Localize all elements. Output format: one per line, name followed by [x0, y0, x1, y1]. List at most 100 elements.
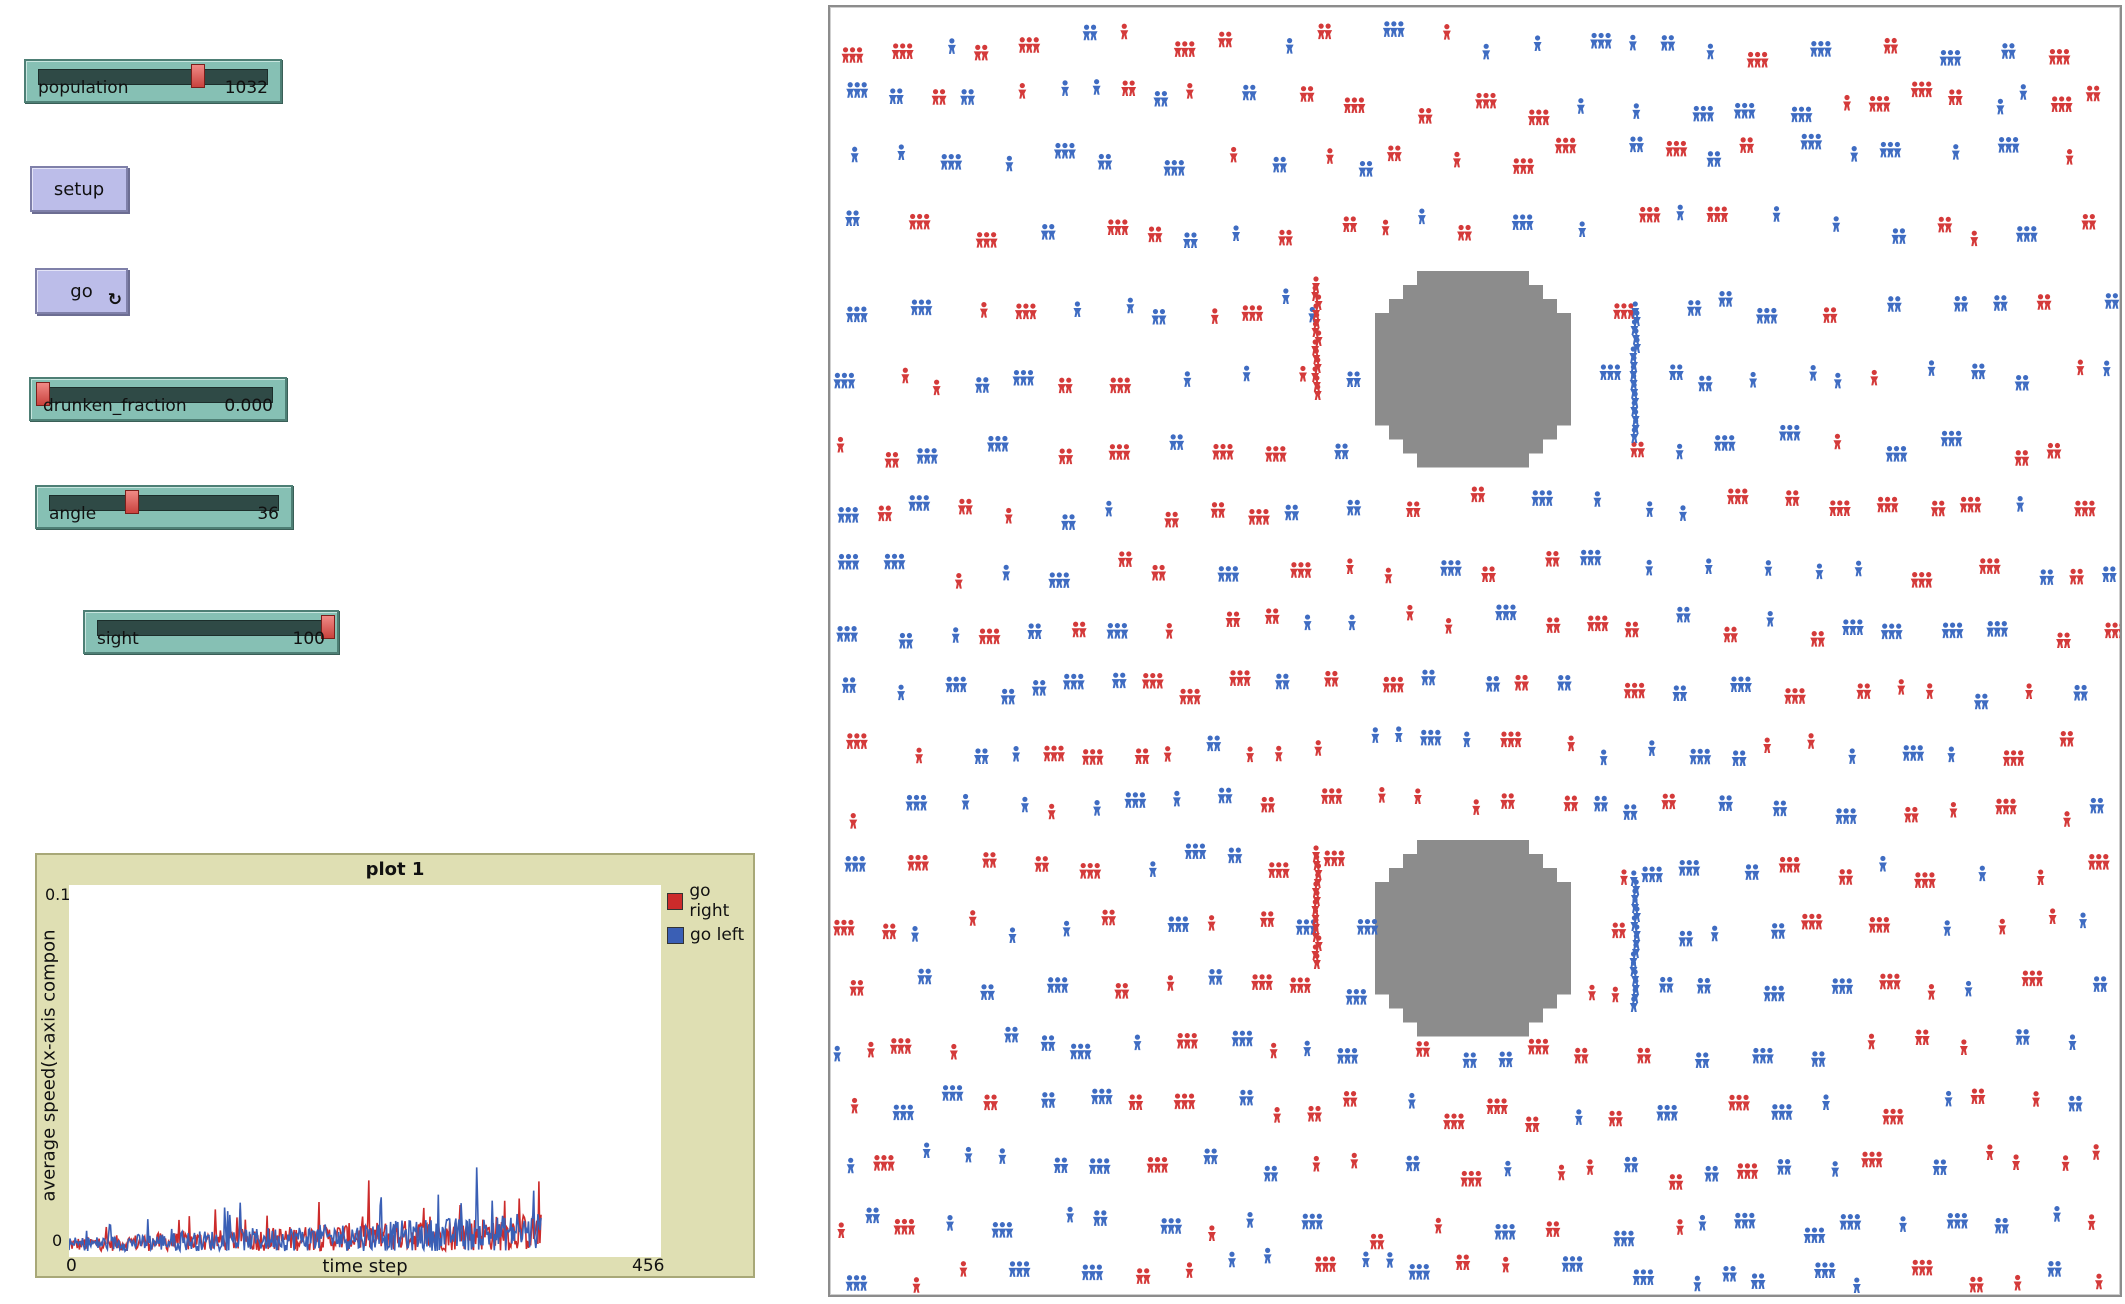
agent: [1014, 303, 1023, 320]
agent: [1131, 792, 1140, 808]
agent: [1917, 572, 1926, 588]
population-slider[interactable]: population 1032: [24, 59, 282, 103]
agent: [1405, 501, 1414, 517]
slider-knob[interactable]: [36, 382, 50, 406]
world-view[interactable]: [828, 5, 2122, 1297]
agent: [1615, 1110, 1624, 1127]
agent: [1151, 308, 1160, 325]
agent: [912, 794, 921, 811]
agent: [1148, 672, 1157, 689]
agent: [1034, 623, 1043, 640]
agent: [1613, 364, 1622, 381]
slider-track[interactable]: [38, 69, 268, 85]
agent: [1652, 206, 1661, 223]
agent: [1259, 911, 1268, 927]
go-button[interactable]: go ↻: [35, 268, 128, 314]
agent: [1245, 1030, 1254, 1047]
plot-area: [69, 885, 661, 1257]
agent: [1160, 90, 1169, 107]
slider-knob[interactable]: [191, 64, 205, 88]
slider-track[interactable]: [49, 495, 279, 511]
sight-slider[interactable]: sight 100: [83, 610, 339, 654]
agent: [1008, 927, 1017, 943]
agent: [1273, 1107, 1282, 1123]
legend-swatch: [667, 892, 684, 910]
agent: [1629, 996, 1638, 1012]
agent: [1281, 288, 1290, 305]
agent: [1439, 560, 1448, 576]
agent: [1713, 206, 1722, 223]
agent: [1675, 443, 1684, 460]
agent: [1334, 443, 1343, 460]
agent: [930, 448, 939, 464]
agent: [990, 1094, 999, 1111]
agent: [2046, 1261, 2055, 1277]
agent: [1420, 669, 1429, 686]
agent: [1538, 490, 1547, 506]
agent: [1111, 672, 1120, 689]
agent: [1579, 549, 1588, 566]
agent: [1706, 43, 1715, 60]
agent: [1784, 490, 1793, 506]
agent: [1020, 796, 1029, 813]
agent: [967, 89, 976, 105]
agent: [1053, 977, 1062, 993]
agent: [1027, 623, 1036, 640]
agent: [1835, 500, 1844, 516]
slider-knob[interactable]: [125, 490, 139, 514]
agent: [1675, 364, 1684, 380]
agent: [905, 43, 914, 59]
agent: [1986, 621, 1995, 637]
agent: [2015, 1029, 2024, 1045]
angle-slider[interactable]: angle 36: [35, 485, 293, 529]
y-max-label: 0.1: [45, 885, 71, 904]
agent: [1619, 303, 1628, 319]
agent: [1185, 1262, 1194, 1278]
agent: [1823, 41, 1832, 57]
agent: [1790, 106, 1799, 123]
agent: [1462, 731, 1471, 748]
agent: [1227, 847, 1236, 864]
agent: [1307, 1105, 1316, 1122]
agent: [1345, 558, 1354, 575]
agent: [1417, 108, 1426, 124]
agent: [1095, 1158, 1104, 1174]
agent: [981, 377, 990, 393]
agent: [959, 1261, 968, 1277]
agent: [1015, 1261, 1024, 1277]
agent: [1134, 748, 1143, 764]
agent: [1489, 92, 1498, 109]
world-canvas[interactable]: [830, 7, 2120, 1295]
legend-label: go right: [689, 881, 730, 921]
agent: [916, 448, 925, 464]
agent: [1524, 1116, 1533, 1133]
agent: [1342, 1091, 1351, 1107]
agent: [1047, 803, 1056, 820]
agent: [982, 232, 991, 248]
agent: [1255, 305, 1264, 321]
drunken-fraction-slider[interactable]: drunken_fraction 0.000: [29, 377, 287, 421]
agent: [1274, 862, 1283, 878]
agent: [1668, 364, 1677, 380]
agent: [1327, 788, 1336, 804]
agent: [1692, 105, 1701, 122]
agent: [2014, 450, 2023, 466]
agent: [888, 88, 897, 104]
agent: [1831, 1161, 1840, 1177]
agent: [908, 213, 917, 230]
agent: [1174, 1218, 1183, 1234]
agent: [2101, 854, 2110, 870]
agent: [1769, 307, 1778, 324]
agent: [2012, 1154, 2021, 1170]
agent: [1060, 1157, 1069, 1174]
setup-button[interactable]: setup: [30, 166, 128, 212]
agent: [2021, 374, 2030, 391]
agent: [949, 1043, 958, 1060]
agent: [2029, 226, 2038, 242]
agent: [1645, 559, 1654, 576]
slider-knob[interactable]: [321, 615, 335, 639]
series-line: [69, 1167, 542, 1254]
agent: [1488, 566, 1497, 583]
agent: [1363, 918, 1372, 935]
agent: [2061, 1155, 2070, 1171]
